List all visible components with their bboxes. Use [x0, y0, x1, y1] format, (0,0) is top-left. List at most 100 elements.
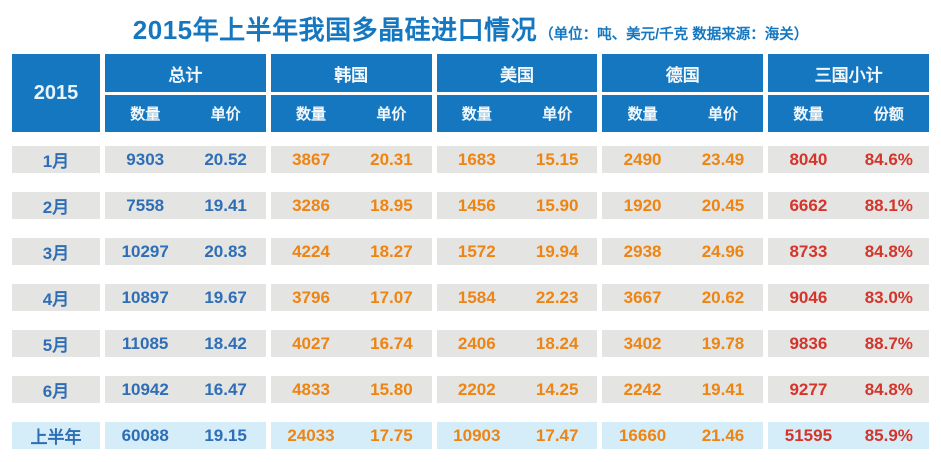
total-cell: 10942 16.47	[105, 376, 266, 403]
subheader-germany: 数量 单价	[602, 95, 764, 132]
korea-cell: 24033 17.75	[270, 422, 432, 449]
usa-cell: 1584 22.23	[436, 284, 598, 311]
korea-cell: 3867 20.31	[270, 146, 432, 173]
title-text: 2015年上半年我国多晶硅进口情况	[132, 15, 538, 45]
korea-cell: 3286 18.95	[270, 192, 432, 219]
total-price-value: 16.47	[204, 379, 247, 399]
month-cell: 5月	[12, 330, 100, 357]
header-group-korea: 韩国 数量 单价	[270, 54, 432, 132]
total-price-value: 20.52	[204, 149, 247, 169]
subheader-subtotal-qty: 数量	[793, 106, 824, 123]
header-group-total: 总计 数量 单价	[105, 54, 266, 132]
total-cell: 60088 19.15	[105, 422, 266, 449]
total-price-value: 20.83	[204, 241, 247, 261]
korea-price-value: 17.75	[370, 425, 413, 445]
germany-price-value: 23.49	[701, 149, 745, 169]
usa-cell: 1456 15.90	[436, 192, 598, 219]
korea-price-value: 16.74	[370, 333, 413, 353]
table-row-jan: 1月 9303 20.52 3867 20.31 1683 15.15 2490 23.…	[12, 146, 929, 173]
korea-qty-value: 3286	[292, 195, 330, 215]
germany-qty-value: 2938	[623, 241, 662, 261]
group-label-total: 总计	[105, 54, 266, 92]
subheader-korea: 数量 单价	[270, 95, 432, 132]
month-cell: 4月	[12, 284, 100, 311]
usa-qty-value: 10903	[453, 425, 501, 445]
germany-cell: 2242 19.41	[602, 376, 764, 403]
header-group-germany: 德国 数量 单价	[602, 54, 764, 132]
germany-cell: 1920 20.45	[602, 192, 764, 219]
subtotal-cell: 6662 88.1%	[768, 192, 929, 219]
month-cell: 3月	[12, 238, 100, 265]
germany-qty-value: 16660	[618, 425, 667, 445]
header-group-subtotal: 三国小计 数量 份额	[768, 54, 929, 132]
table-row-jun: 6月 10942 16.47 4833 15.80 2202 14.25 2242 19…	[12, 376, 929, 403]
subheader-usa: 数量 单价	[436, 95, 598, 132]
month-cell: 1月	[12, 146, 100, 173]
germany-price-value: 19.41	[701, 379, 745, 399]
subtotal-cell: 8733 84.8%	[768, 238, 929, 265]
germany-price-value: 19.78	[701, 333, 745, 353]
subtotal-share-value: 85.9%	[864, 425, 913, 445]
title-units-note: （单位：吨、美元/千克 数据来源：海关）	[539, 27, 809, 43]
subtotal-qty-value: 8040	[789, 149, 828, 169]
subtotal-qty-value: 9277	[789, 379, 828, 399]
germany-price-value: 20.45	[701, 195, 745, 215]
table-row-feb: 2月 7558 19.41 3286 18.95 1456 15.90 1920 20.…	[12, 192, 929, 219]
subheader-usa-price: 单价	[542, 106, 573, 123]
germany-price-value: 20.62	[701, 287, 745, 307]
subheader-subtotal-share: 份额	[873, 106, 904, 123]
month-cell: 2月	[12, 192, 100, 219]
total-price-value: 19.41	[204, 195, 247, 215]
germany-qty-value: 1920	[623, 195, 662, 215]
germany-price-value: 21.46	[701, 425, 745, 445]
group-label-usa: 美国	[436, 54, 598, 92]
table-row-halfyear-summary: 上半年 60088 19.15 24033 17.75 10903 17.47 166…	[12, 422, 929, 449]
subheader-subtotal: 数量 份额	[768, 95, 929, 132]
total-cell: 11085 18.42	[105, 330, 266, 357]
usa-qty-value: 1456	[457, 195, 496, 215]
month-cell: 6月	[12, 376, 100, 403]
korea-price-value: 18.95	[370, 195, 413, 215]
subtotal-share-value: 84.8%	[864, 379, 913, 399]
header-group-usa: 美国 数量 单价	[436, 54, 598, 132]
table-row-apr: 4月 10897 19.67 3796 17.07 1584 22.23 3667 20…	[12, 284, 929, 311]
subtotal-qty-value: 6662	[789, 195, 828, 215]
subheader-total: 数量 单价	[105, 95, 266, 132]
subtotal-cell: 9046 83.0%	[768, 284, 929, 311]
group-label-korea: 韩国	[270, 54, 432, 92]
korea-qty-value: 4224	[292, 241, 330, 261]
germany-qty-value: 3402	[623, 333, 662, 353]
korea-price-value: 15.80	[370, 379, 413, 399]
subtotal-share-value: 88.1%	[864, 195, 913, 215]
total-price-value: 18.42	[204, 333, 247, 353]
subtotal-qty-value: 9836	[789, 333, 828, 353]
month-cell: 上半年	[12, 422, 100, 449]
korea-cell: 4224 18.27	[270, 238, 432, 265]
korea-qty-value: 4833	[292, 379, 330, 399]
total-price-value: 19.67	[204, 287, 247, 307]
subtotal-share-value: 88.7%	[864, 333, 913, 353]
germany-cell: 3402 19.78	[602, 330, 764, 357]
total-qty-value: 10897	[121, 287, 169, 307]
germany-price-value: 24.96	[701, 241, 745, 261]
usa-cell: 1683 15.15	[436, 146, 598, 173]
subtotal-cell: 9277 84.8%	[768, 376, 929, 403]
total-cell: 10297 20.83	[105, 238, 266, 265]
page-title: 2015年上半年我国多晶硅进口情况 （单位：吨、美元/千克 数据来源：海关）	[12, 0, 929, 54]
subtotal-share-value: 83.0%	[864, 287, 913, 307]
subheader-germany-price: 单价	[707, 106, 738, 123]
subheader-germany-qty: 数量	[627, 106, 658, 123]
korea-price-value: 17.07	[370, 287, 413, 307]
subheader-total-qty: 数量	[130, 106, 161, 123]
germany-qty-value: 3667	[623, 287, 662, 307]
total-qty-value: 10297	[121, 241, 169, 261]
subtotal-cell: 9836 88.7%	[768, 330, 929, 357]
table-header: 2015 总计 数量 单价 韩国 数量 单价 美国 数量 单价 德国 数	[12, 54, 929, 132]
germany-cell: 2490 23.49	[602, 146, 764, 173]
group-label-subtotal: 三国小计	[768, 54, 929, 92]
usa-qty-value: 2202	[457, 379, 496, 399]
usa-price-value: 15.90	[535, 195, 579, 215]
subheader-korea-qty: 数量	[295, 106, 326, 123]
usa-cell: 10903 17.47	[436, 422, 598, 449]
total-qty-value: 60088	[121, 425, 169, 445]
